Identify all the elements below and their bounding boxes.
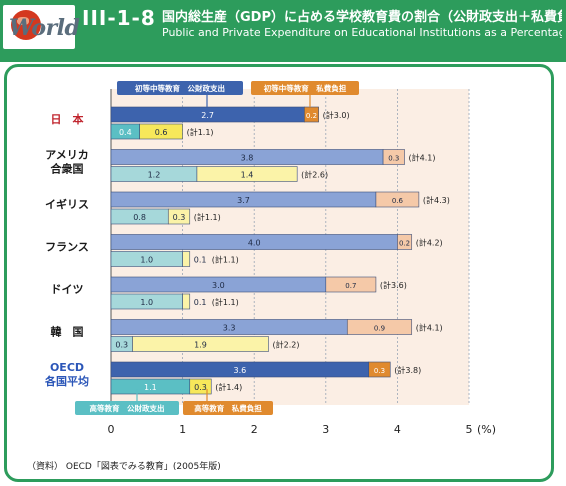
legend-tertiary-private-label: 高等教育 私費負担 [194,403,262,413]
country-label: ドイツ [51,283,84,296]
bar-primary-private [375,191,420,208]
figure-title-en: Public and Private Expenditure on Educat… [162,26,562,39]
data-label: 1.0 [140,298,153,307]
x-tick-label: 0 [108,423,115,436]
data-label: 3.0 [212,281,225,290]
country-label: 日 本 [51,112,84,126]
x-tick-label: 3 [322,423,329,436]
bar-tertiary-private [196,166,298,182]
total-label: (計2.2) [273,340,300,350]
data-label: 4.0 [248,239,261,248]
bar-primary-private [325,276,377,293]
data-label: 3.7 [237,196,250,205]
bar-primary-private [304,106,319,123]
world-logo: World [3,5,80,49]
legend-primary-private-label: 初等中等教育 私費負担 [264,83,347,93]
data-label: 2.7 [201,111,214,120]
country-label: 各国平均 [44,374,89,388]
data-label: 0.7 [345,282,356,290]
country-label: 合衆国 [51,162,84,176]
legend-primary-public-label: 初等中等教育 公財政支出 [135,83,225,93]
logo-text: World [9,15,80,41]
x-tick-label: 2 [251,423,258,436]
x-tick-label: 4 [394,423,401,436]
total-label: (計3.0) [323,110,350,120]
data-label: 0.1 [194,256,207,265]
data-label: 3.3 [223,324,236,333]
legend-tertiary-public [75,401,179,415]
data-label: 0.9 [374,325,385,333]
total-label: (計4.1) [409,153,436,163]
data-label: 1.4 [241,171,254,180]
globe-icon [11,10,41,40]
bar-primary-private [382,149,405,165]
data-label: 0.3 [374,367,385,375]
bar-primary-private [368,361,391,378]
bar-primary-private [346,319,413,335]
total-label: (計1.1) [212,255,239,265]
data-label: 0.3 [115,341,128,350]
figure-header: World III-1-8 国内総生産（GDP）に占める学校教育費の割合（公財政… [0,0,566,62]
country-label: アメリカ [45,149,88,162]
data-label: 0.3 [173,213,186,222]
data-label: 0.8 [133,213,146,222]
data-label: 0.3 [194,383,207,392]
source-note: （資料） OECD「図表でみる教育」(2005年版) [27,462,221,472]
data-label: 0.6 [155,128,168,137]
data-label: 0.2 [399,240,410,248]
total-label: (計3.8) [394,365,421,375]
total-label: (計1.1) [212,297,239,307]
country-label: イギリス [45,197,89,211]
data-label: 0.6 [392,197,404,205]
chart-panel: 日 本 2.7 0.2 (計3.0) 0.4 0.6 (計1.1) アメリカ 合衆国 3.8 0.3… [4,64,554,482]
data-label: 0.2 [306,112,317,120]
bar-tertiary-private [132,336,269,352]
bar-tertiary-private [189,378,212,395]
bar-tertiary-private [139,123,183,140]
total-label: (計2.6) [301,170,328,180]
x-unit-label: (%) [477,423,496,436]
country-label: フランス [45,241,89,254]
bar-tertiary-private [182,251,191,267]
data-label: 3.6 [234,366,247,375]
legend-primary-private [251,81,359,95]
figure-number: III-1-8 [82,6,156,30]
legend-tertiary-private [183,401,273,415]
data-label: 0.1 [194,298,207,307]
country-label: OECD [50,361,84,374]
legend-tertiary-public-label: 高等教育 公財政支出 [90,403,165,413]
bar-primary-private [397,234,413,250]
total-label: (計1.1) [194,212,221,222]
total-label: (計4.2) [416,238,443,248]
data-label: 1.0 [140,256,153,265]
data-label: 1.9 [194,341,207,350]
legend-primary-public [117,81,243,95]
data-label: 0.4 [119,128,132,137]
data-label: 3.8 [241,154,254,163]
bar-tertiary-private [182,293,191,310]
x-tick-label: 5 [466,423,473,436]
total-label: (計4.3) [423,195,450,205]
total-label: (計1.4) [215,382,242,392]
x-tick-label: 1 [179,423,186,436]
total-label: (計3.6) [380,280,407,290]
data-label: 1.2 [148,171,161,180]
data-label: 1.1 [144,383,157,392]
country-label: 韓 国 [51,325,84,339]
bar-tertiary-private [167,208,191,225]
figure-title-ja: 国内総生産（GDP）に占める学校教育費の割合（公財政支出＋私費負担）の国際比 [162,10,562,25]
data-label: 0.3 [388,155,399,163]
total-label: (計4.1) [416,323,443,333]
total-label: (計1.1) [187,127,214,137]
